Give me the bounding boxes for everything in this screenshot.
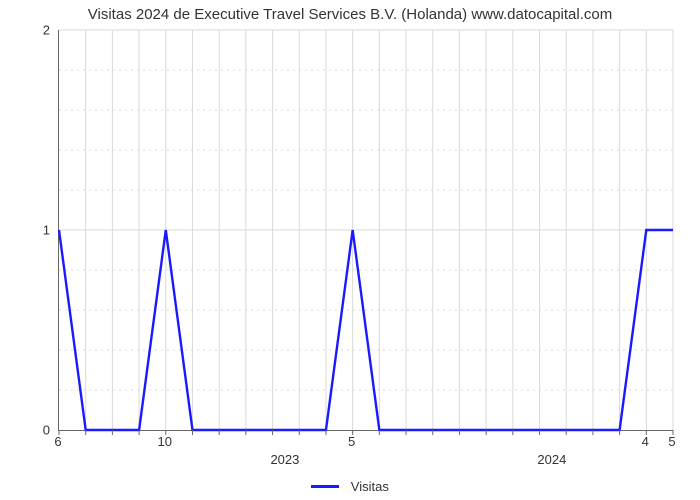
chart-container: Visitas 2024 de Executive Travel Service… — [0, 0, 700, 500]
x-tick-label: 6 — [54, 434, 61, 449]
x-tick-label: 5 — [348, 434, 355, 449]
chart-title: Visitas 2024 de Executive Travel Service… — [0, 6, 700, 23]
legend-label: Visitas — [351, 479, 389, 494]
x-tick-label: 5 — [668, 434, 675, 449]
plot-svg — [59, 30, 673, 430]
x-tick-label: 4 — [642, 434, 649, 449]
y-tick-label: 2 — [20, 23, 50, 38]
x-group-label: 2024 — [537, 452, 566, 467]
legend-swatch — [311, 485, 339, 488]
x-tick-label: 10 — [158, 434, 172, 449]
plot-area — [58, 30, 673, 431]
x-group-label: 2023 — [270, 452, 299, 467]
legend: Visitas — [0, 478, 700, 494]
y-tick-label: 1 — [20, 223, 50, 238]
y-tick-label: 0 — [20, 423, 50, 438]
